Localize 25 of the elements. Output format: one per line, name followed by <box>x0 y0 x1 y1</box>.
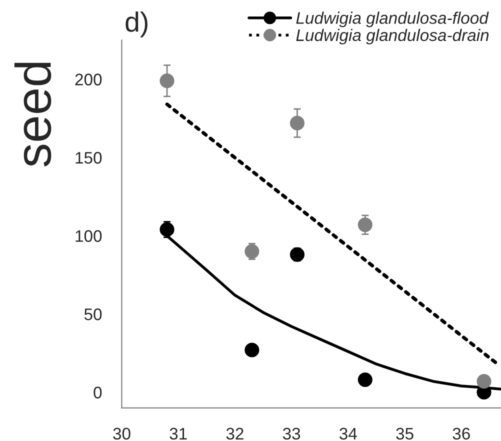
point <box>244 244 260 259</box>
point <box>290 116 305 130</box>
x-tick-label: 33 <box>282 428 300 440</box>
y-tick-label: 50 <box>84 308 102 320</box>
y-tick-label: 150 <box>76 152 102 164</box>
x-tick-label: 34 <box>340 428 357 440</box>
point <box>290 247 305 262</box>
x-tick-label: 35 <box>396 428 414 440</box>
x-tick-label: 30 <box>113 428 130 440</box>
y-tick-label: 200 <box>75 74 102 86</box>
legend-label: Ludwigia glandulosa-flood <box>296 12 489 28</box>
point <box>244 342 260 358</box>
point <box>358 218 372 232</box>
x-tick-label: 36 <box>452 428 470 440</box>
y-tick-label: 0 <box>94 386 102 398</box>
x-tick-label: 31 <box>170 428 187 440</box>
point <box>160 222 174 237</box>
text: d) <box>126 11 148 38</box>
x-tick-label: 32 <box>226 428 244 440</box>
point <box>476 374 492 389</box>
y-axis-title: seed <box>14 62 52 167</box>
point <box>358 372 372 388</box>
point <box>160 74 174 88</box>
legend-label: Ludwigia glandulosa-drain <box>296 28 489 44</box>
y-tick-label: 100 <box>76 230 102 242</box>
